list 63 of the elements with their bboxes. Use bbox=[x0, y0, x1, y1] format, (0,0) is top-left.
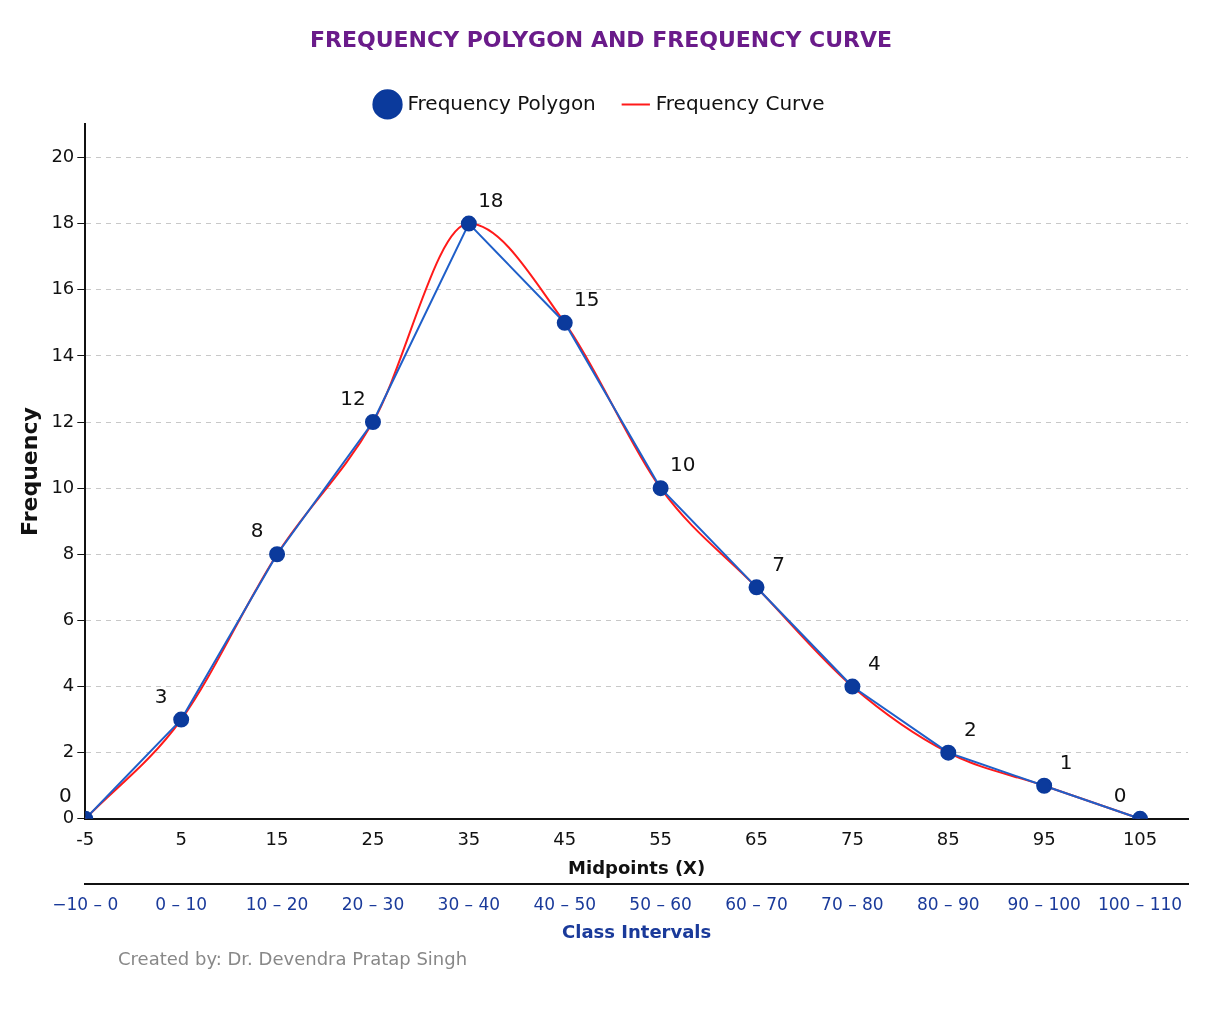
text: 100 – 110 bbox=[1097, 893, 1183, 914]
y-tick-label: 20 bbox=[51, 145, 75, 167]
text: 20 – 30 bbox=[341, 893, 405, 914]
x-tick-label: 105 bbox=[1122, 828, 1158, 850]
point bbox=[844, 678, 861, 695]
y-tick-label: 12 bbox=[51, 409, 75, 431]
x-tick-label: 35 bbox=[457, 828, 481, 850]
x-tick-label: 75 bbox=[840, 828, 864, 850]
y-tick-label: 14 bbox=[51, 343, 75, 365]
y-tick-label: 6 bbox=[62, 608, 75, 630]
x-tick-label: 95 bbox=[1032, 828, 1056, 850]
data-label: 15 bbox=[574, 287, 600, 311]
data-label: 8 bbox=[250, 518, 264, 543]
x-tick-label: 15 bbox=[265, 828, 289, 850]
x-tick-label: 65 bbox=[745, 828, 768, 850]
point bbox=[460, 215, 477, 232]
text: −10 – 0 bbox=[52, 893, 119, 914]
y-tick-label: 8 bbox=[62, 541, 75, 563]
text: 0 – 10 bbox=[155, 893, 208, 914]
text: 30 – 40 bbox=[437, 893, 501, 914]
y-tick-label: 18 bbox=[51, 211, 75, 233]
y-tick-label: 2 bbox=[62, 740, 75, 762]
y-tick-label: 16 bbox=[51, 277, 75, 299]
point bbox=[652, 480, 669, 497]
chart-title: FREQUENCY POLYGON AND FREQUENCY CURVE bbox=[309, 26, 893, 52]
text: 10 – 20 bbox=[245, 893, 309, 914]
data-label: 10 bbox=[669, 452, 696, 477]
y-tick-label: 10 bbox=[51, 475, 75, 497]
data-label: 3 bbox=[154, 683, 168, 708]
data-label: 4 bbox=[868, 650, 881, 675]
y-axis-title: Frequency bbox=[16, 407, 42, 536]
legend-label: Frequency Curve bbox=[655, 90, 825, 115]
text: 40 – 50 bbox=[533, 893, 597, 914]
x2-axis-title: Class Intervals bbox=[562, 920, 712, 942]
x-axis-title: Midpoints (X) bbox=[568, 856, 706, 878]
x-tick-label: 85 bbox=[936, 828, 960, 850]
text: 80 – 90 bbox=[916, 893, 980, 914]
x-tick-label: 55 bbox=[649, 828, 673, 850]
point bbox=[748, 579, 765, 596]
data-label: 12 bbox=[340, 386, 366, 411]
data-label: 7 bbox=[772, 551, 785, 576]
x-tick-label: 25 bbox=[361, 828, 385, 850]
legend-label: Frequency Polygon bbox=[407, 90, 596, 115]
text: 60 – 70 bbox=[725, 893, 788, 914]
point bbox=[940, 744, 957, 761]
text: 50 – 60 bbox=[629, 893, 692, 914]
text: 90 – 100 bbox=[1007, 893, 1081, 914]
x-tick-label: 45 bbox=[553, 828, 577, 850]
x-tick-label: -5 bbox=[76, 828, 95, 850]
data-label: 2 bbox=[963, 716, 977, 741]
data-label: 0 bbox=[1113, 783, 1127, 807]
text: 70 – 80 bbox=[821, 893, 884, 914]
data-label: 1 bbox=[1059, 749, 1073, 774]
data-label: 18 bbox=[478, 187, 504, 212]
point bbox=[1036, 777, 1053, 794]
text: Created by: Dr. Devendra Pratap Singh bbox=[118, 948, 469, 969]
point bbox=[269, 546, 286, 563]
point bbox=[556, 314, 573, 331]
point bbox=[173, 711, 190, 728]
y-tick-label: 4 bbox=[62, 674, 75, 696]
y-tick-label: 0 bbox=[62, 806, 75, 828]
x-tick-label: 5 bbox=[175, 828, 187, 850]
point bbox=[364, 414, 381, 430]
